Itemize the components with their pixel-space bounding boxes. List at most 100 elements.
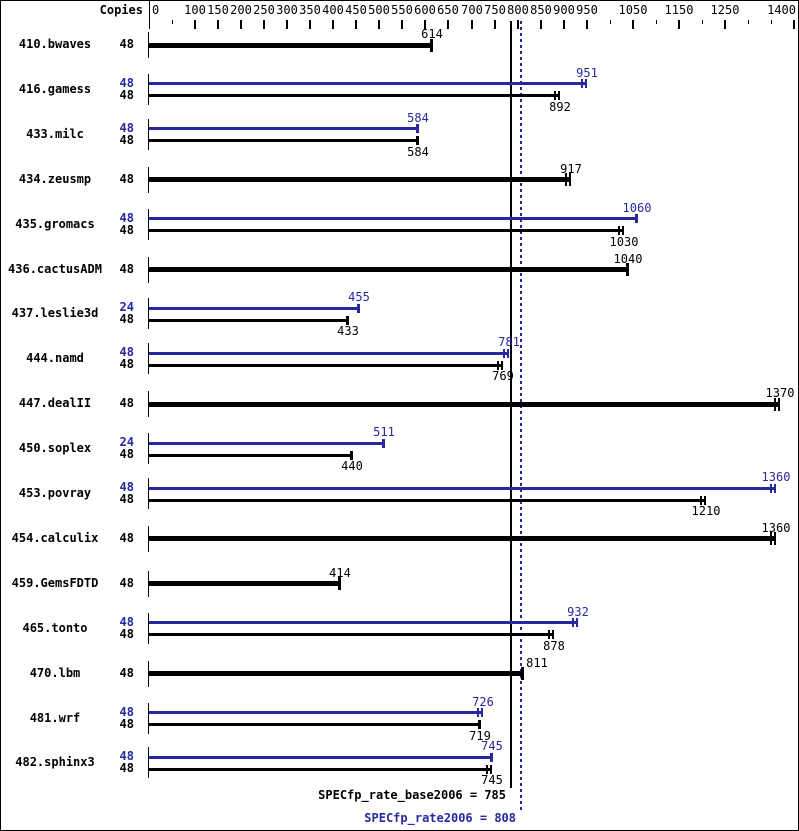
axis-tick-label: 850 xyxy=(530,3,552,17)
bar-end-marker xyxy=(382,439,385,448)
bar-value-label: 614 xyxy=(421,27,443,41)
axis-tick-label: 200 xyxy=(230,3,252,17)
row-baseline xyxy=(148,526,149,552)
axis-tick xyxy=(494,20,496,29)
rate-bar-base xyxy=(149,177,571,182)
axis-tick xyxy=(401,20,403,29)
bar-end-marker xyxy=(350,451,353,460)
bar-end-marker xyxy=(585,79,587,88)
row-baseline xyxy=(148,391,149,417)
bar-value-label: 726 xyxy=(472,695,494,709)
bar-value-label: 1040 xyxy=(613,252,643,266)
rate-bar-base xyxy=(149,319,348,322)
benchmark-name: 450.soplex xyxy=(18,441,92,455)
benchmark-name: 436.cactusADM xyxy=(8,262,102,276)
axis-tick xyxy=(563,20,565,29)
rate-bar-base xyxy=(149,633,554,636)
axis-tick-label: 350 xyxy=(299,3,321,17)
bar-value-label: 811 xyxy=(526,656,548,670)
bar-end-marker xyxy=(346,316,349,325)
row-baseline xyxy=(148,257,149,283)
axis-tick xyxy=(240,20,242,29)
bar-end-marker xyxy=(416,124,419,133)
bar-end-marker xyxy=(581,79,583,88)
axis-tick xyxy=(172,20,173,24)
row-baseline xyxy=(148,747,149,778)
copies-value: 48 xyxy=(119,357,134,371)
row-baseline xyxy=(148,32,149,58)
ref-line-peak xyxy=(520,21,522,811)
bar-value-label: 1360 xyxy=(761,521,791,535)
axis-tick xyxy=(286,20,288,29)
rate-bar-base xyxy=(149,43,432,48)
benchmark-name: 416.gamess xyxy=(18,82,92,96)
bar-value-label: 511 xyxy=(373,425,395,439)
benchmark-name: 482.sphinx3 xyxy=(15,755,95,769)
bar-end-marker xyxy=(565,173,567,186)
copies-value: 48 xyxy=(119,615,134,629)
base-summary-label: SPECfp_rate_base2006 = 785 xyxy=(318,788,506,802)
copies-value: 48 xyxy=(119,312,134,326)
rate-bar-base xyxy=(149,723,480,726)
copies-value: 48 xyxy=(119,705,134,719)
axis-tick xyxy=(656,20,657,24)
bar-value-label: 440 xyxy=(341,459,363,473)
copies-value: 48 xyxy=(119,172,134,186)
bar-value-label: 769 xyxy=(492,369,514,383)
bar-end-marker xyxy=(497,361,499,370)
bar-end-marker xyxy=(501,361,503,370)
copies-value: 48 xyxy=(119,492,134,506)
bar-end-marker xyxy=(503,349,505,358)
bar-end-marker xyxy=(357,304,360,313)
axis-tick xyxy=(632,20,634,29)
bar-end-marker xyxy=(572,618,574,627)
bar-end-marker xyxy=(626,263,629,276)
axis-tick-label: 1150 xyxy=(664,3,694,17)
rate-bar-base xyxy=(149,536,776,541)
benchmark-name: 434.zeusmp xyxy=(18,172,92,186)
axis-tick xyxy=(378,20,380,29)
axis-tick xyxy=(517,20,519,29)
axis-tick-label: 900 xyxy=(553,3,575,17)
row-baseline xyxy=(148,571,149,597)
benchmark-name: 470.lbm xyxy=(29,666,81,680)
bar-end-marker xyxy=(635,214,638,223)
copies-value: 24 xyxy=(119,300,134,314)
rate-bar-peak xyxy=(149,756,492,759)
rate-bar-peak xyxy=(149,442,384,445)
benchmark-name: 465.tonto xyxy=(22,621,88,635)
axis-tick-label: 950 xyxy=(576,3,598,17)
bar-value-label: 1360 xyxy=(761,470,791,484)
bar-end-marker xyxy=(481,708,483,717)
bar-end-marker xyxy=(338,577,341,590)
bar-value-label: 455 xyxy=(348,290,370,304)
copies-header-label: Copies xyxy=(99,3,143,17)
axis-tick-label: 600 xyxy=(414,3,436,17)
bar-end-marker xyxy=(477,708,479,717)
axis-tick-label: 1050 xyxy=(618,3,648,17)
axis-tick xyxy=(447,20,449,29)
rate-bar-peak xyxy=(149,487,776,490)
axis-tick-label: 150 xyxy=(207,3,229,17)
bar-end-marker xyxy=(704,496,706,505)
bar-value-label: 878 xyxy=(543,639,565,653)
bar-value-label: 1370 xyxy=(765,386,795,400)
bar-end-marker xyxy=(490,753,493,762)
axis-tick xyxy=(217,20,219,29)
bar-end-marker xyxy=(521,667,524,680)
rate-bar-base xyxy=(149,229,624,232)
bar-value-label: 781 xyxy=(498,335,520,349)
axis-tick xyxy=(424,20,426,29)
rate-bar-peak xyxy=(149,352,509,355)
bar-end-marker xyxy=(618,226,620,235)
copies-value: 48 xyxy=(119,88,134,102)
axis-tick xyxy=(540,20,542,29)
copies-value: 48 xyxy=(119,121,134,135)
bar-value-label: 433 xyxy=(337,324,359,338)
row-baseline xyxy=(148,74,149,105)
axis-tick-label: 250 xyxy=(253,3,275,17)
bar-value-label: 932 xyxy=(567,605,589,619)
peak-summary-label: SPECfp_rate2006 = 808 xyxy=(364,811,516,825)
axis-tick xyxy=(610,20,611,24)
